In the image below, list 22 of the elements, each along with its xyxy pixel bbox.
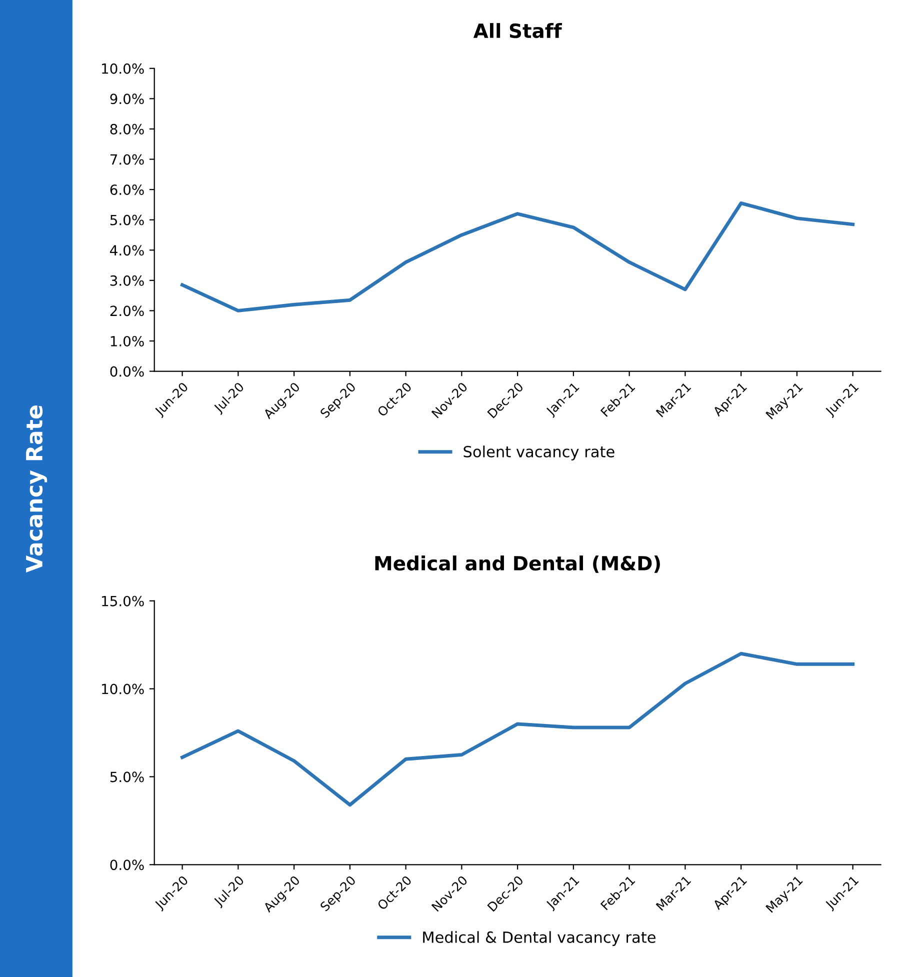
y-tick-label: 3.0% xyxy=(110,275,144,286)
legend-label: Medical & Dental vacancy rate xyxy=(423,931,656,946)
y-tick-label: 0.0% xyxy=(110,860,144,870)
chart-title: Medical and Dental (M&D) xyxy=(375,556,660,573)
legend-label: Solent vacancy rate xyxy=(464,446,614,460)
y-tick-label: 6.0% xyxy=(110,184,144,196)
y-tick-label: 2.0% xyxy=(110,306,144,316)
y-axis-title: Vacancy Rate xyxy=(26,406,48,572)
y-tick-label: 9.0% xyxy=(110,94,144,104)
y-tick-label: 5.0% xyxy=(110,772,144,782)
y-tick-label: 1.0% xyxy=(110,336,144,346)
y-tick-label: 4.0% xyxy=(110,245,144,256)
y-tick-label: 10.0% xyxy=(102,684,144,694)
line-series xyxy=(180,201,855,312)
y-tick-label: 15.0% xyxy=(102,596,144,606)
y-tick-label: 8.0% xyxy=(110,124,144,134)
y-tick-label: 7.0% xyxy=(110,154,144,165)
y-tick-label: 0.0% xyxy=(110,366,144,377)
y-tick-label: 10.0% xyxy=(102,63,144,74)
line-series xyxy=(180,652,855,807)
chart-title: All Staff xyxy=(473,23,562,38)
y-tick-label: 5.0% xyxy=(110,214,144,226)
